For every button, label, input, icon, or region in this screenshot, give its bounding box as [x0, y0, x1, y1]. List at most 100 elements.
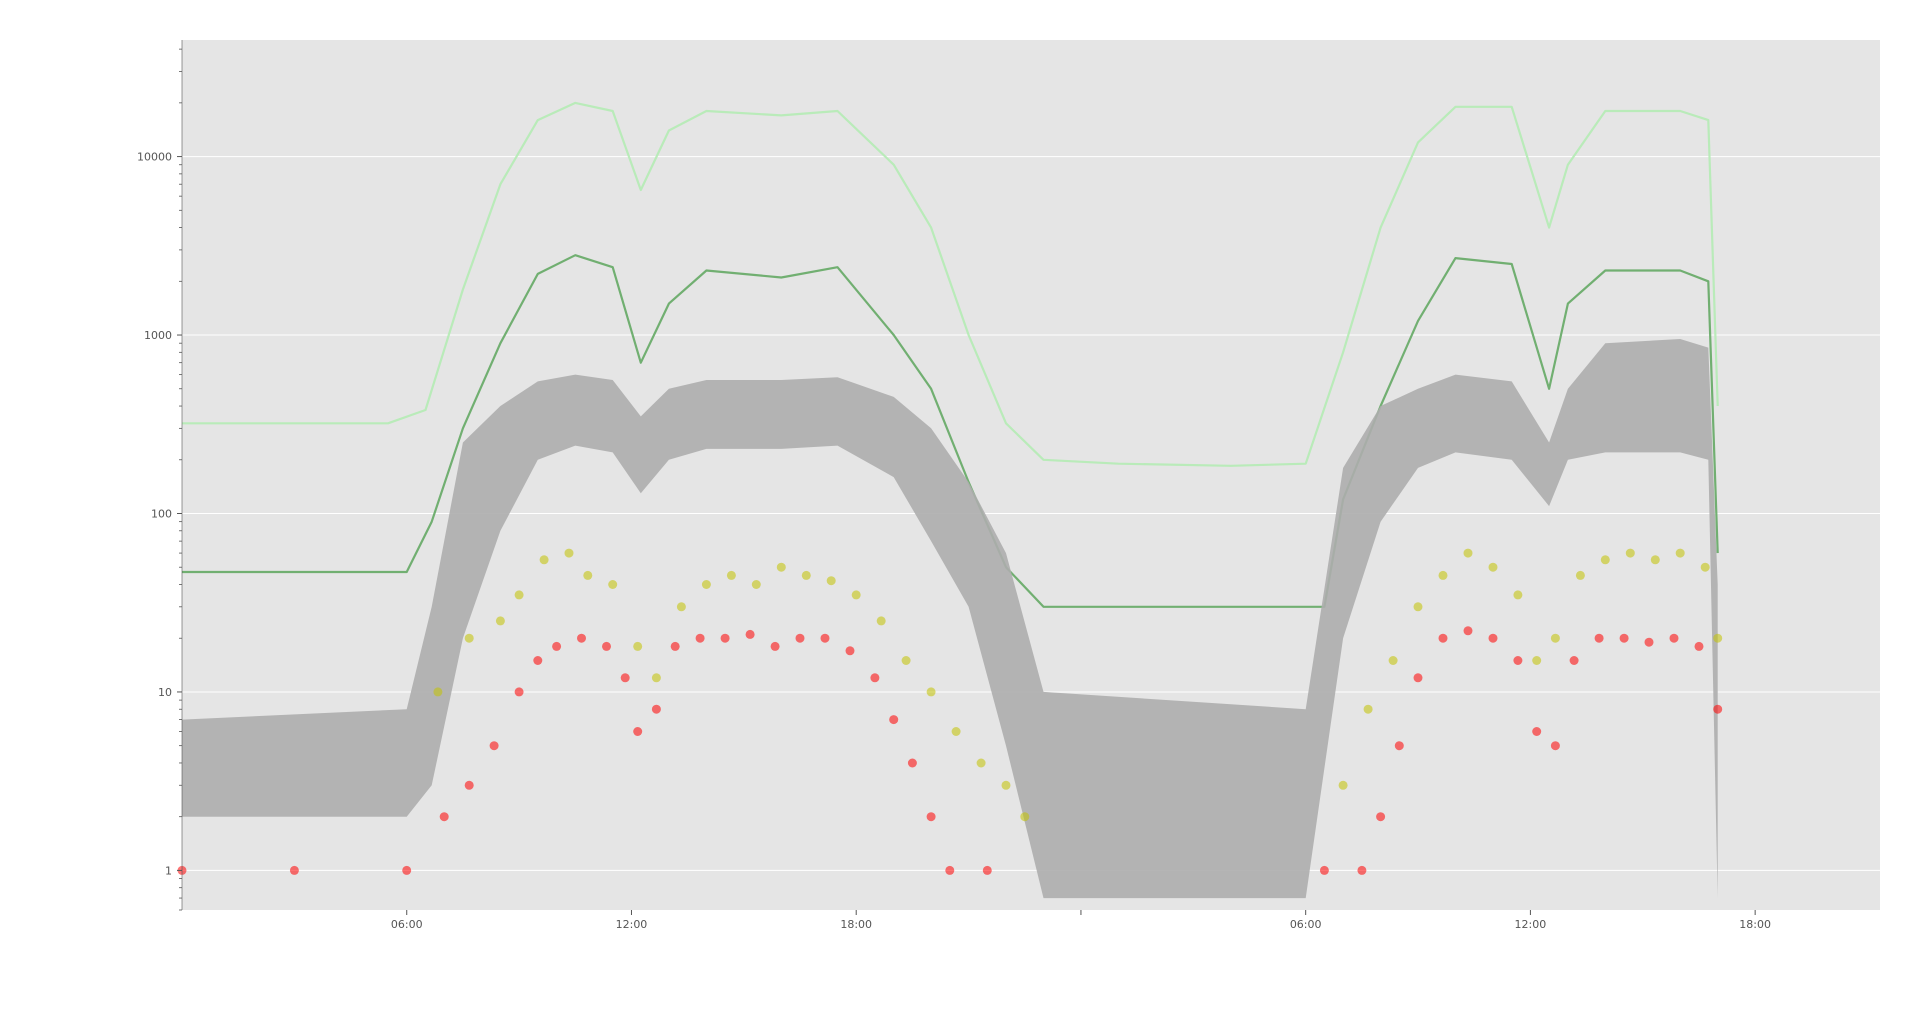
scatter-point-3	[1413, 602, 1423, 612]
series-line-0	[182, 101, 1719, 467]
scatter-point-4	[402, 865, 412, 875]
scatter-point-4	[464, 780, 474, 790]
y-tick-label: 1000	[144, 329, 172, 342]
scatter-point-3	[851, 590, 861, 600]
scatter-point-4	[577, 633, 586, 643]
scatter-point-4	[1532, 727, 1542, 736]
scatter-point-3	[539, 555, 549, 565]
y-tick-label: 10	[158, 686, 172, 699]
scatter-point-3	[1650, 555, 1660, 565]
scatter-point-4	[795, 633, 805, 643]
scatter-point-3	[608, 580, 618, 589]
scatter-point-4	[670, 641, 680, 651]
y-tick-label: 1	[165, 864, 172, 877]
scatter-point-3	[1001, 780, 1011, 790]
scatter-point-3	[564, 548, 574, 558]
scatter-point-4	[1669, 633, 1679, 643]
scatter-point-3	[1020, 812, 1030, 822]
series-layer	[177, 101, 1723, 899]
scatter-point-3	[1550, 633, 1560, 643]
scatter-point-4	[514, 687, 524, 697]
scatter-point-4	[1394, 741, 1404, 751]
scatter-point-3	[1438, 570, 1448, 580]
scatter-point-3	[1363, 704, 1373, 714]
scatter-point-4	[552, 641, 562, 651]
scatter-point-3	[801, 570, 811, 580]
scatter-point-3	[901, 656, 911, 665]
scatter-point-3	[514, 590, 524, 600]
scatter-point-3	[876, 616, 886, 626]
scatter-point-4	[926, 812, 936, 822]
scatter-point-4	[1569, 656, 1579, 665]
scatter-point-4	[289, 865, 299, 875]
scatter-point-4	[1619, 633, 1629, 643]
scatter-point-4	[620, 673, 630, 683]
scatter-point-3	[951, 727, 961, 736]
scatter-point-4	[1513, 656, 1523, 665]
scatter-point-4	[602, 641, 611, 651]
y-tick-label: 100	[151, 507, 172, 520]
scatter-point-4	[1463, 626, 1473, 636]
x-tick-label: 18:00	[840, 918, 872, 931]
scatter-point-4	[945, 865, 955, 875]
scatter-point-4	[1357, 865, 1367, 875]
scatter-point-4	[489, 741, 499, 751]
scatter-point-3	[1713, 633, 1723, 643]
scatter-point-4	[1644, 637, 1654, 647]
scatter-point-3	[1488, 562, 1498, 572]
scatter-point-4	[1713, 704, 1723, 714]
scatter-point-4	[982, 865, 992, 875]
scatter-point-4	[1550, 741, 1560, 751]
scatter-point-4	[651, 704, 661, 714]
scatter-point-3	[1513, 590, 1523, 600]
scatter-point-3	[495, 616, 505, 626]
scatter-point-3	[1700, 562, 1710, 572]
scatter-point-3	[464, 633, 474, 643]
scatter-point-4	[889, 715, 899, 725]
axes: 1 10 100 1000 10000 06:00 12:00 18:00 06:00 12:00…	[137, 40, 1771, 931]
scatter-point-3	[1532, 656, 1542, 665]
scatter-point-4	[1594, 633, 1604, 643]
scatter-point-4	[633, 727, 643, 736]
scatter-point-3	[751, 580, 761, 589]
scatter-point-3	[1463, 548, 1473, 558]
scatter-point-3	[651, 673, 661, 683]
scatter-point-4	[1376, 812, 1386, 822]
scatter-point-4	[533, 656, 543, 665]
scatter-point-4	[1319, 865, 1329, 875]
x-tick-label: 06:00	[1290, 918, 1322, 931]
scatter-point-4	[1694, 641, 1704, 651]
x-tick-label: 18:00	[1739, 918, 1771, 931]
scatter-point-3	[583, 570, 593, 580]
scatter-point-4	[1438, 633, 1448, 643]
scatter-point-4	[820, 633, 830, 643]
scatter-point-3	[1338, 780, 1348, 790]
scatter-point-3	[776, 562, 786, 572]
y-tick-label: 10000	[137, 151, 172, 164]
scatter-point-3	[433, 687, 443, 697]
scatter-point-3	[1388, 656, 1398, 665]
scatter-point-4	[1413, 673, 1423, 683]
scatter-point-3	[701, 580, 711, 589]
scatter-point-4	[695, 633, 705, 643]
scatter-point-4	[745, 629, 755, 639]
scatter-point-4	[870, 673, 880, 683]
scatter-point-3	[1600, 555, 1610, 565]
scatter-point-4	[845, 646, 855, 656]
scatter-point-3	[676, 602, 686, 612]
scatter-point-3	[633, 641, 643, 651]
series-line-1	[182, 254, 1719, 608]
scatter-point-3	[1575, 570, 1585, 580]
scatter-point-4	[770, 641, 780, 651]
scatter-point-3	[1625, 548, 1635, 558]
x-tick-label: 12:00	[1515, 918, 1547, 931]
scatter-point-3	[826, 576, 836, 586]
x-tick-label: 12:00	[616, 918, 648, 931]
scatter-point-4	[720, 633, 730, 643]
scatter-point-4	[1488, 633, 1498, 643]
scatter-point-3	[726, 570, 736, 580]
scatter-point-3	[1675, 548, 1685, 558]
scatter-point-3	[976, 758, 986, 768]
